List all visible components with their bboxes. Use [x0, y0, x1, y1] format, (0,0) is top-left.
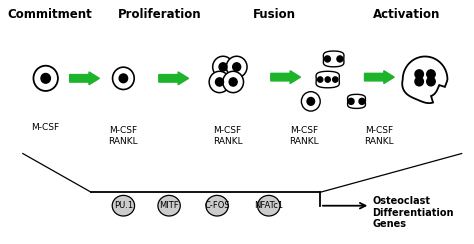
Text: Osteoclast
Differentiation
Genes: Osteoclast Differentiation Genes	[373, 196, 454, 229]
Ellipse shape	[34, 66, 58, 91]
Ellipse shape	[119, 74, 128, 83]
Ellipse shape	[307, 98, 315, 105]
Ellipse shape	[112, 67, 134, 90]
Ellipse shape	[427, 77, 435, 86]
PathPatch shape	[347, 94, 365, 108]
FancyArrow shape	[70, 72, 100, 85]
Text: Proliferation: Proliferation	[118, 8, 202, 21]
Ellipse shape	[112, 195, 135, 216]
Ellipse shape	[213, 56, 233, 78]
Ellipse shape	[158, 195, 180, 216]
Ellipse shape	[227, 56, 247, 78]
Ellipse shape	[216, 78, 224, 86]
Ellipse shape	[301, 92, 320, 111]
Ellipse shape	[233, 63, 241, 71]
FancyArrow shape	[365, 71, 394, 83]
Text: C-FOS: C-FOS	[204, 201, 230, 210]
Text: NFATc1: NFATc1	[254, 201, 283, 210]
Text: MITF: MITF	[159, 201, 179, 210]
Text: M-CSF
RANKL: M-CSF RANKL	[365, 126, 394, 145]
Ellipse shape	[41, 73, 50, 83]
Ellipse shape	[359, 98, 365, 104]
Ellipse shape	[427, 70, 435, 79]
Ellipse shape	[257, 195, 280, 216]
Text: Commitment: Commitment	[8, 8, 92, 21]
Ellipse shape	[348, 98, 354, 104]
Ellipse shape	[229, 78, 237, 86]
Ellipse shape	[219, 63, 227, 71]
PathPatch shape	[316, 71, 339, 88]
FancyArrow shape	[159, 72, 189, 85]
PathPatch shape	[402, 57, 447, 103]
Ellipse shape	[223, 71, 244, 93]
Ellipse shape	[333, 77, 338, 82]
Text: Fusion: Fusion	[253, 8, 296, 21]
Ellipse shape	[337, 56, 343, 62]
Text: M-CSF: M-CSF	[32, 123, 60, 132]
Text: M-CSF
RANKL: M-CSF RANKL	[109, 126, 138, 145]
PathPatch shape	[323, 51, 344, 67]
Ellipse shape	[325, 56, 330, 62]
Text: M-CSF
RANKL: M-CSF RANKL	[213, 126, 242, 145]
Text: Activation: Activation	[373, 8, 440, 21]
FancyArrow shape	[271, 71, 301, 83]
Ellipse shape	[318, 77, 323, 82]
Ellipse shape	[325, 77, 330, 82]
Ellipse shape	[415, 77, 423, 86]
Text: M-CSF
RANKL: M-CSF RANKL	[289, 126, 319, 145]
Text: PU.1: PU.1	[114, 201, 133, 210]
Ellipse shape	[415, 70, 423, 79]
Ellipse shape	[209, 71, 230, 93]
Ellipse shape	[206, 195, 228, 216]
